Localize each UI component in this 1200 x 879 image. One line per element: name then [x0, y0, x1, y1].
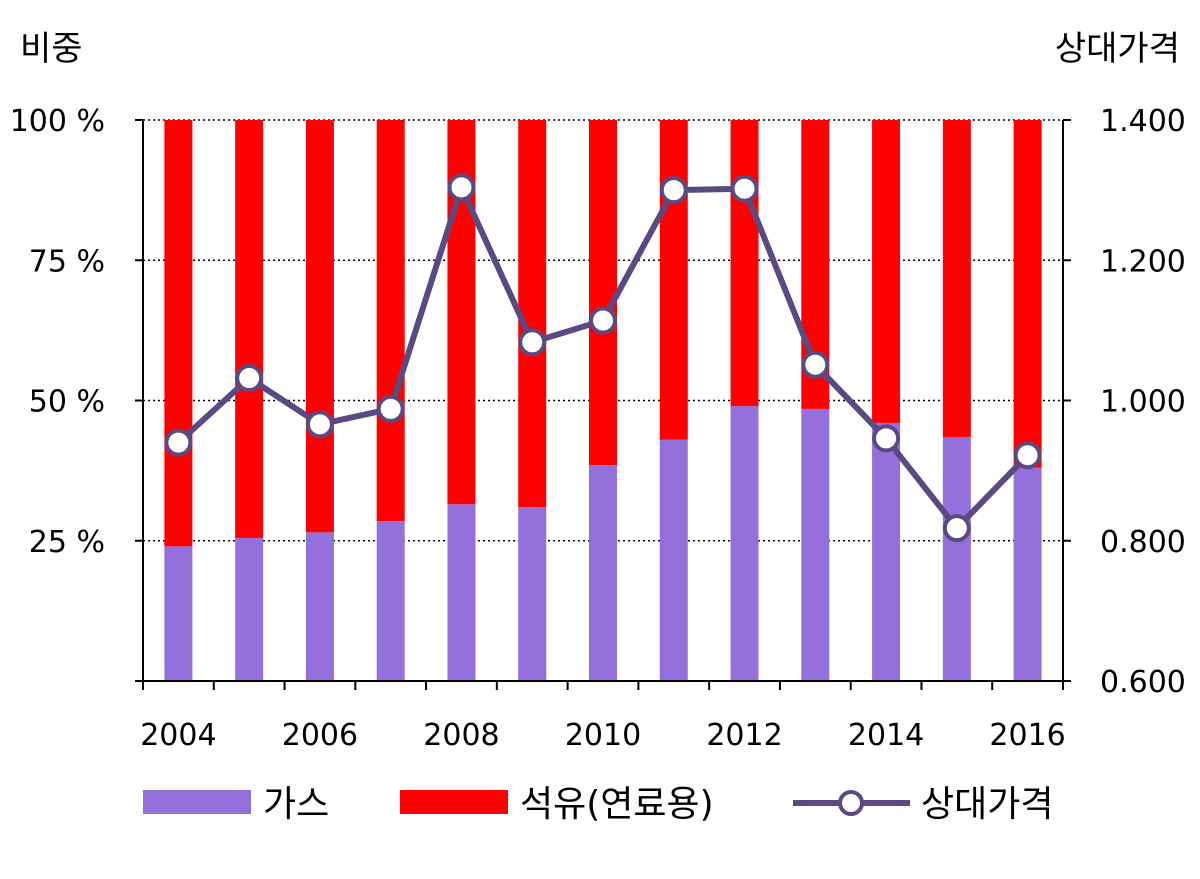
- bars: [164, 120, 1042, 681]
- price-marker: [447, 173, 476, 202]
- bar-oil: [942, 120, 971, 437]
- tick-labels: 25 % 50 % 75 % 100 % 0.600 0.800 1.000 1.200 1.4…: [10, 104, 1186, 753]
- price-marker: [518, 328, 547, 357]
- right-tick-label: 1.400: [1100, 104, 1186, 139]
- legend-swatch-marker: [838, 790, 864, 816]
- legend-label-oil: 석유(연료용): [520, 784, 714, 825]
- price-marker: [589, 306, 617, 335]
- right-tick-label: 0.800: [1100, 525, 1186, 560]
- left-axis-title: 비중: [20, 29, 83, 69]
- x-tick-label: 2012: [706, 718, 782, 753]
- x-tick-label: 2008: [423, 718, 499, 753]
- bar-gas: [659, 439, 688, 681]
- price-marker: [235, 364, 264, 393]
- bar-oil: [305, 120, 334, 533]
- bar-gas: [589, 465, 617, 681]
- legend-label-price: 상대가격: [921, 784, 1053, 825]
- right-tick-label: 1.000: [1100, 385, 1186, 420]
- bar-oil: [1013, 120, 1042, 468]
- x-tick-label: 2006: [282, 718, 358, 753]
- right-tick-label: 1.200: [1100, 244, 1186, 279]
- left-tick-label: 75 %: [29, 244, 105, 279]
- x-tick-label: 2010: [565, 718, 641, 753]
- bar-gas: [235, 537, 264, 681]
- axes: [135, 119, 1071, 690]
- right-tick-label: 0.600: [1100, 665, 1186, 700]
- bar-gas: [164, 546, 193, 681]
- x-tick-label: 2016: [989, 718, 1065, 753]
- legend-label-gas: 가스: [263, 784, 329, 825]
- bar-gas: [447, 504, 476, 681]
- price-marker: [872, 424, 901, 453]
- bar-gas: [730, 406, 759, 681]
- bar-gas: [801, 408, 830, 681]
- bar-gas: [305, 532, 334, 681]
- price-marker: [659, 176, 688, 205]
- bar-oil: [659, 120, 688, 440]
- legend-swatch-gas: [143, 790, 251, 814]
- bar-oil: [730, 120, 759, 407]
- price-marker: [164, 428, 193, 457]
- bar-oil: [235, 120, 264, 538]
- bar-gas: [376, 521, 405, 681]
- x-tick-label: 2004: [140, 718, 216, 753]
- bar-gas: [518, 507, 547, 681]
- right-axis-title: 상대가격: [1055, 29, 1180, 69]
- left-tick-label: 50 %: [29, 385, 105, 420]
- bar-oil: [589, 120, 617, 466]
- bar-gas: [1013, 467, 1042, 681]
- bar-gas: [942, 436, 971, 681]
- price-marker: [1013, 441, 1042, 470]
- bar-oil: [872, 120, 901, 423]
- price-marker: [305, 410, 334, 439]
- bar-gas: [872, 422, 901, 681]
- price-marker: [801, 350, 830, 379]
- left-tick-label: 100 %: [10, 104, 105, 139]
- bar-oil: [164, 120, 193, 547]
- x-tick-label: 2014: [848, 718, 924, 753]
- price-marker: [730, 174, 759, 203]
- price-marker: [942, 514, 971, 543]
- bar-oil: [518, 120, 547, 508]
- price-marker: [376, 394, 405, 423]
- legend-swatch-oil: [400, 790, 508, 814]
- left-tick-label: 25 %: [29, 525, 105, 560]
- legend: 가스 석유(연료용) 상대가격: [143, 784, 1053, 825]
- relative-price-line: [164, 173, 1042, 543]
- bar-oil: [376, 120, 405, 522]
